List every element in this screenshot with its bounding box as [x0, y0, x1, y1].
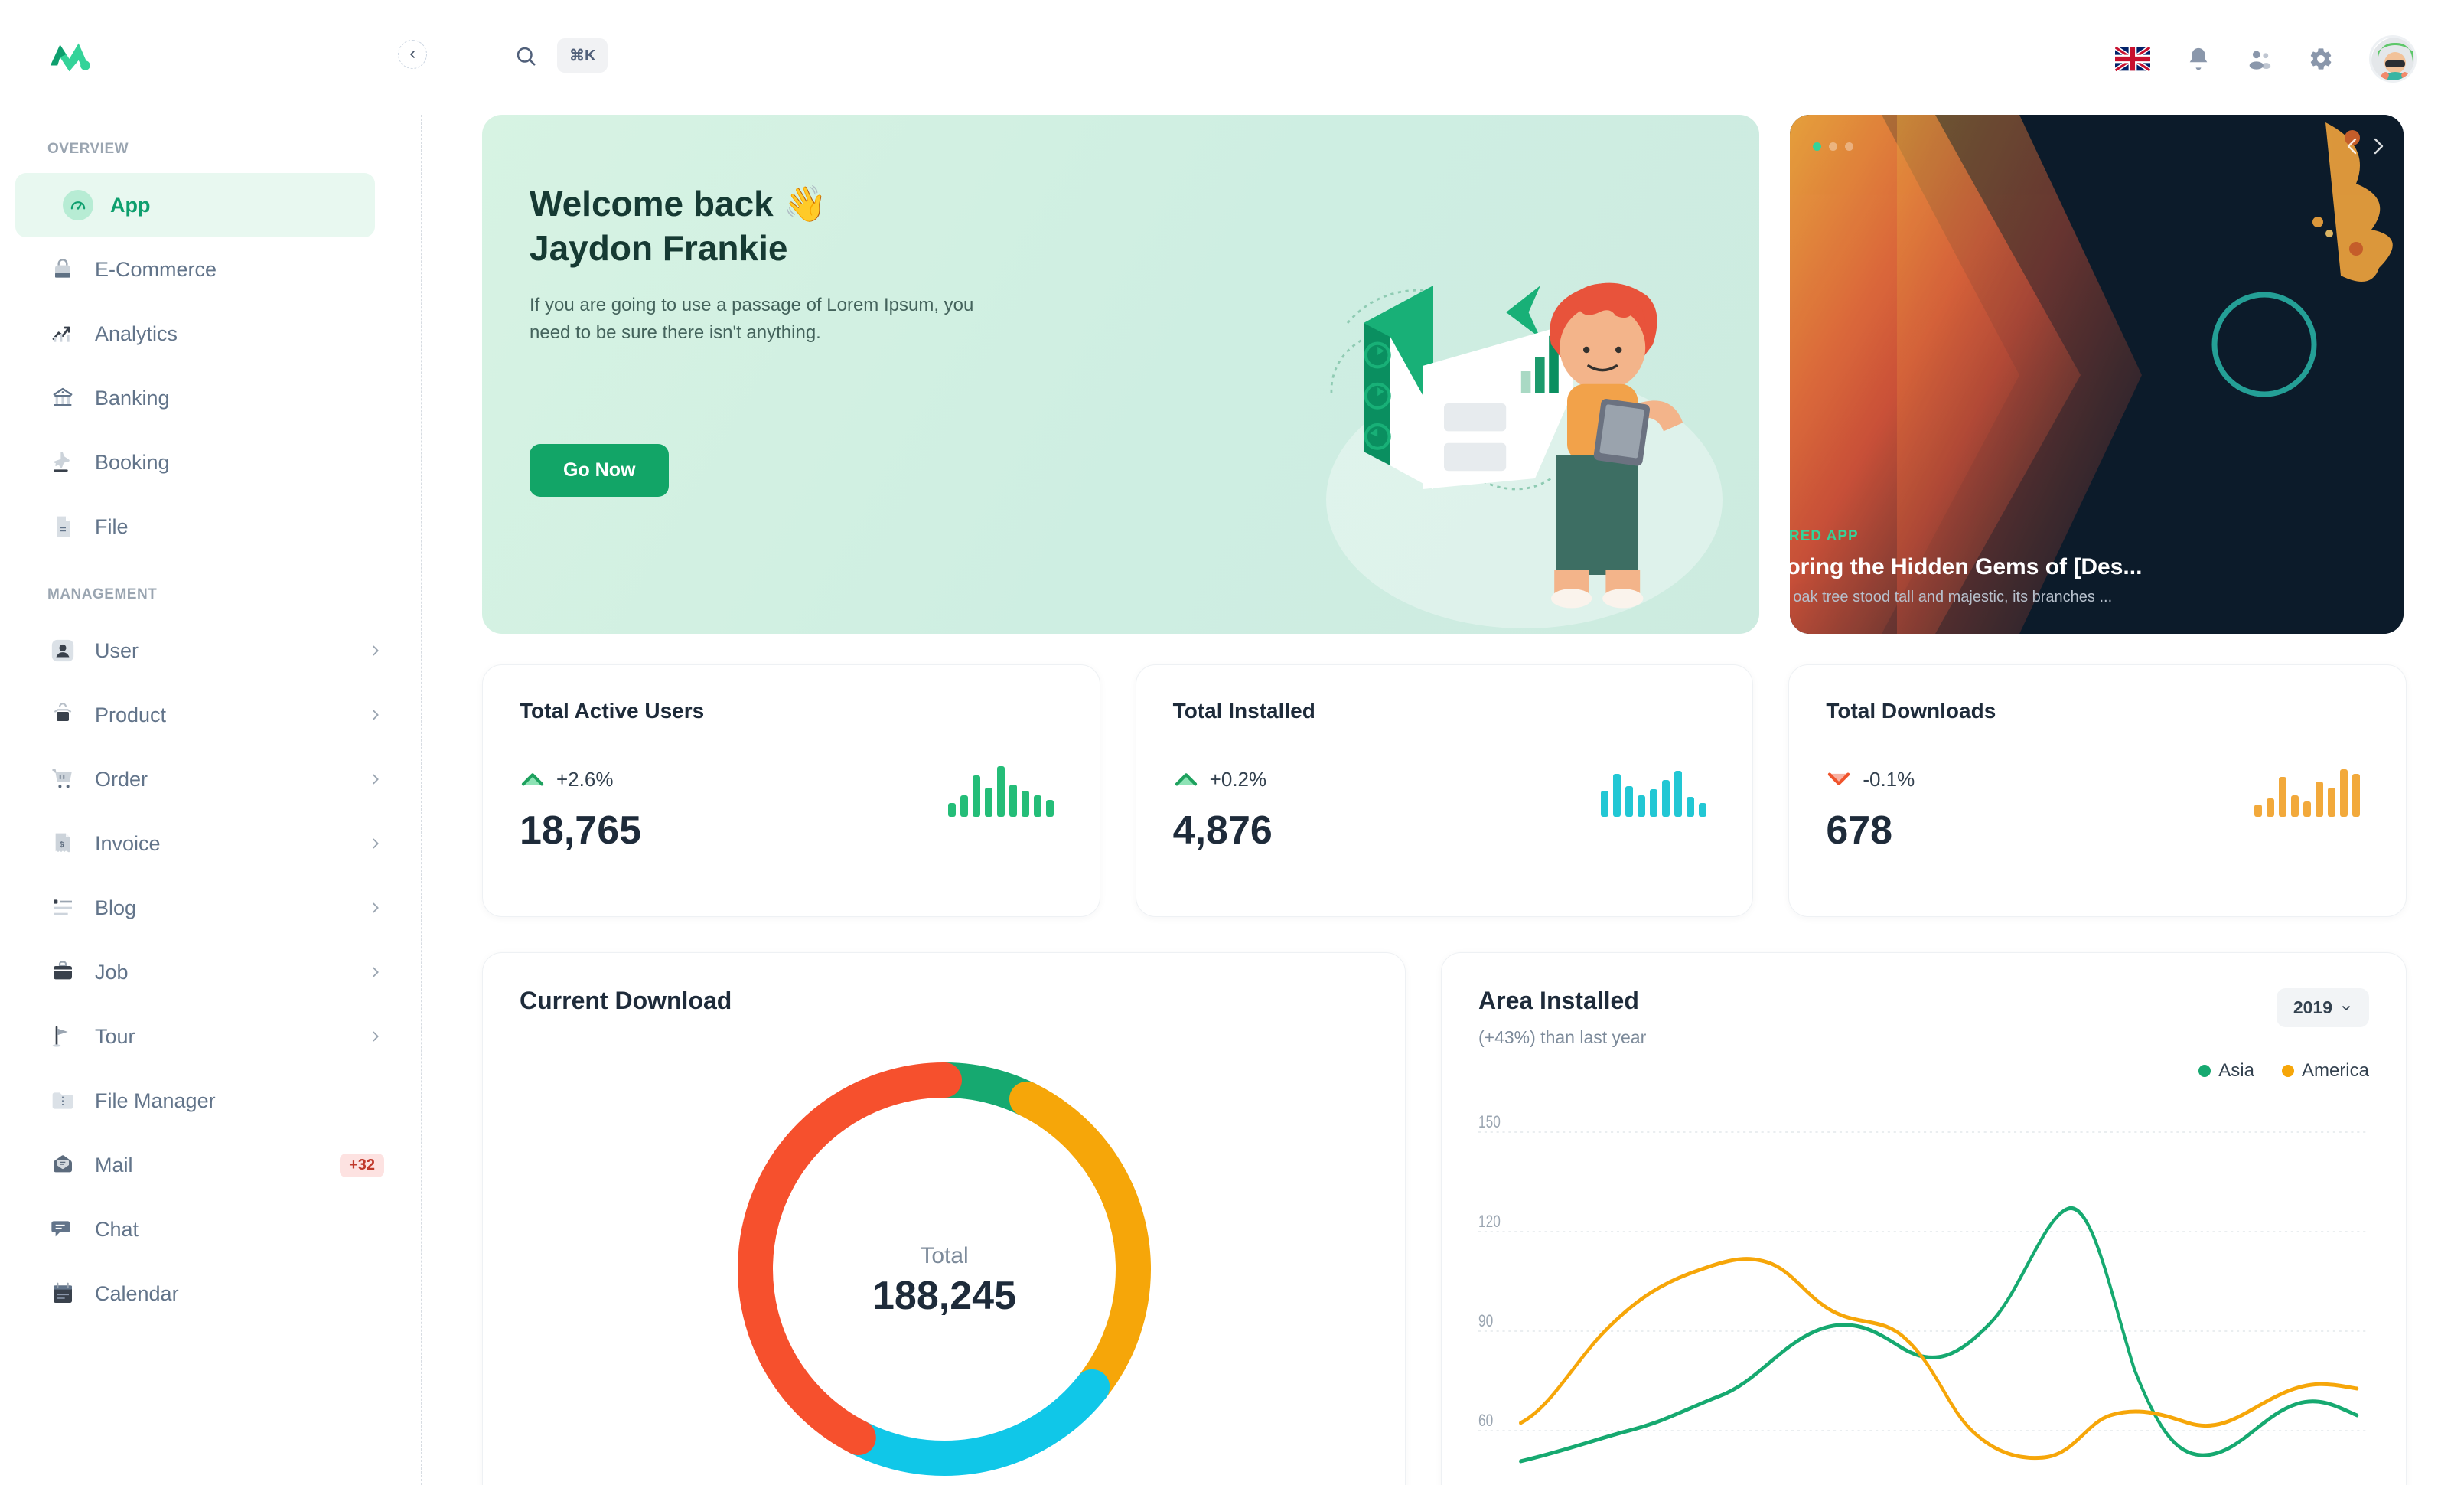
- svg-text:150: 150: [1478, 1113, 1501, 1131]
- svg-text:188,245: 188,245: [872, 1274, 1016, 1318]
- svg-text:60: 60: [1478, 1412, 1493, 1430]
- svg-text:90: 90: [1478, 1312, 1493, 1330]
- svg-text:$: $: [60, 841, 64, 850]
- svg-text:Total: Total: [920, 1243, 968, 1268]
- svg-text:120: 120: [1478, 1212, 1501, 1231]
